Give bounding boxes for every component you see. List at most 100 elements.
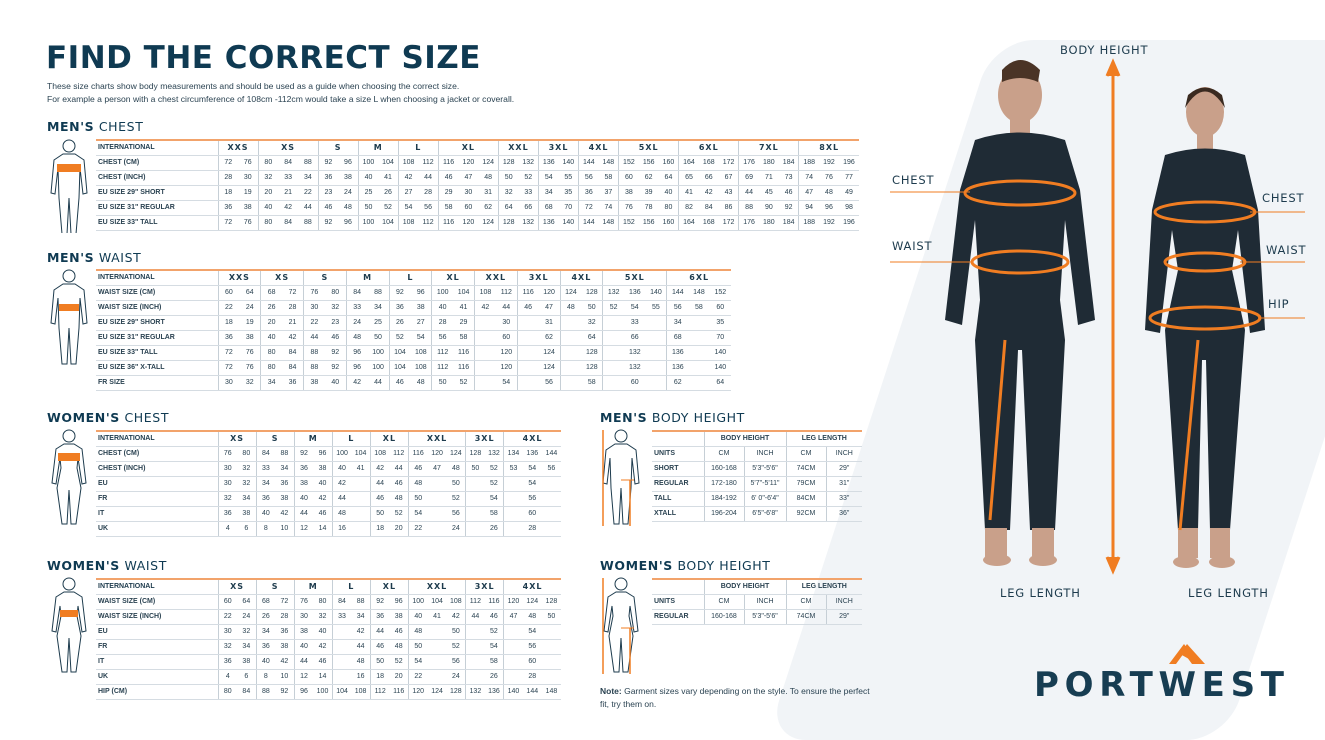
size-header: 3XL	[537, 140, 579, 156]
table-cell: 116	[407, 446, 428, 462]
table-cell: 140	[503, 684, 523, 700]
table-cell: 124	[446, 446, 466, 462]
table-cell	[688, 375, 710, 391]
table-cell: 40	[431, 300, 454, 316]
table-cell: 54	[484, 491, 504, 507]
table-cell: 32	[217, 639, 238, 655]
table-cell: 41	[427, 609, 447, 625]
table-cell: 55	[558, 170, 579, 186]
table-cell: 90	[758, 200, 779, 216]
table-cell: 40	[313, 476, 333, 492]
table-cell: 38	[389, 609, 409, 625]
table-cell: 156	[638, 215, 659, 231]
table-cell	[541, 476, 561, 492]
table-cell: 116	[453, 360, 475, 376]
table-cell: 88	[302, 360, 325, 376]
table-cell: 128	[465, 446, 485, 462]
table-cell: 100	[313, 684, 333, 700]
row-label: EU SIZE 31" REGULAR	[96, 200, 218, 216]
table-cell: 46	[516, 300, 539, 316]
table-cell: 55	[645, 300, 667, 316]
table-cell: 84	[278, 155, 299, 171]
table-cell	[331, 654, 352, 670]
table-cell: 42	[278, 200, 299, 216]
size-header: 3XL	[465, 431, 504, 447]
womens-height-table: BODY HEIGHT LEG LENGTH UNITS CM INCH CM INCH RE…	[652, 578, 862, 625]
table-cell	[602, 330, 625, 346]
label-women-waist: WAIST	[1266, 243, 1307, 257]
table-cell: 36	[217, 200, 239, 216]
female-chest-figure-icon	[51, 429, 87, 525]
table-cell: 88	[367, 285, 389, 301]
womens-waist-table: INTERNATIONAL XS S M L XL XXL 3XL 4XL WAIST SIZE …	[96, 578, 561, 700]
size-header: XS	[217, 431, 257, 447]
table-cell: 80	[658, 200, 679, 216]
body-measurement-diagram	[890, 58, 1305, 575]
table-cell: 40	[260, 330, 283, 346]
table-cell: 88	[298, 155, 319, 171]
table-cell: 36	[255, 639, 276, 655]
table-cell: 92	[293, 446, 314, 462]
table-cell: 66	[518, 200, 539, 216]
table-cell: 33	[331, 609, 352, 625]
table-cell: 36	[388, 300, 411, 316]
table-cell	[351, 506, 371, 522]
table-cell: 96	[345, 360, 368, 376]
table-cell: 44	[389, 461, 409, 477]
table-cell	[331, 669, 352, 685]
table-cell: 120	[503, 594, 523, 610]
label-women-hip: HIP	[1268, 297, 1290, 311]
table-cell: 72	[217, 155, 239, 171]
table-cell: 120	[495, 345, 518, 361]
table-cell: 184-192	[703, 491, 744, 507]
table-cell: 26	[255, 609, 276, 625]
table-cell: 180	[758, 155, 779, 171]
table-cell: 88	[351, 594, 371, 610]
table-cell: 50	[581, 300, 603, 316]
table-cell: 73	[778, 170, 799, 186]
table-cell: 42	[331, 476, 352, 492]
table-cell	[473, 315, 496, 331]
table-cell: 120	[407, 684, 428, 700]
table-cell: 23	[317, 185, 339, 201]
size-header: XXL	[407, 579, 466, 595]
table-cell: 172	[718, 215, 739, 231]
table-cell: 77	[838, 170, 859, 186]
table-cell: 65	[678, 170, 699, 186]
table-cell: 76	[217, 446, 238, 462]
table-cell: 29"	[825, 461, 862, 477]
table-cell: 34	[255, 624, 276, 640]
table-cell: 46	[313, 506, 333, 522]
table-cell: 47	[427, 461, 447, 477]
table-cell: 40	[331, 461, 352, 477]
units-cell: INCH	[825, 594, 862, 610]
table-cell: 46	[437, 170, 459, 186]
table-cell	[516, 375, 539, 391]
table-cell: 148	[598, 155, 619, 171]
table-cell: 136	[666, 345, 689, 361]
table-cell: 30	[302, 300, 325, 316]
table-cell: 52	[446, 491, 466, 507]
table-cell: 116	[437, 155, 459, 171]
table-cell: 71	[758, 170, 779, 186]
table-cell	[427, 654, 447, 670]
size-header: S	[303, 270, 347, 286]
table-cell: 48	[389, 491, 409, 507]
table-row: CHEST (CM) 72 76 80 84 88 92 96 100 104 108 112 116 1…	[96, 155, 859, 171]
table-cell: 54	[410, 330, 432, 346]
size-header: XL	[369, 579, 409, 595]
table-cell: 30	[217, 375, 240, 391]
table-cell: 58	[437, 200, 459, 216]
table-cell: 24	[237, 609, 257, 625]
womens-waist-title: WOMEN'S WAIST	[47, 558, 167, 573]
table-cell: 41	[678, 185, 699, 201]
table-cell: 50	[431, 375, 454, 391]
size-header: 6XL	[666, 270, 731, 286]
table-cell: 36	[317, 170, 339, 186]
table-cell: 48	[389, 639, 409, 655]
table-cell: 108	[351, 684, 371, 700]
table-cell: 62	[666, 375, 689, 391]
table-cell: 140	[645, 285, 667, 301]
table-cell	[427, 491, 447, 507]
table-cell: 32	[324, 300, 347, 316]
